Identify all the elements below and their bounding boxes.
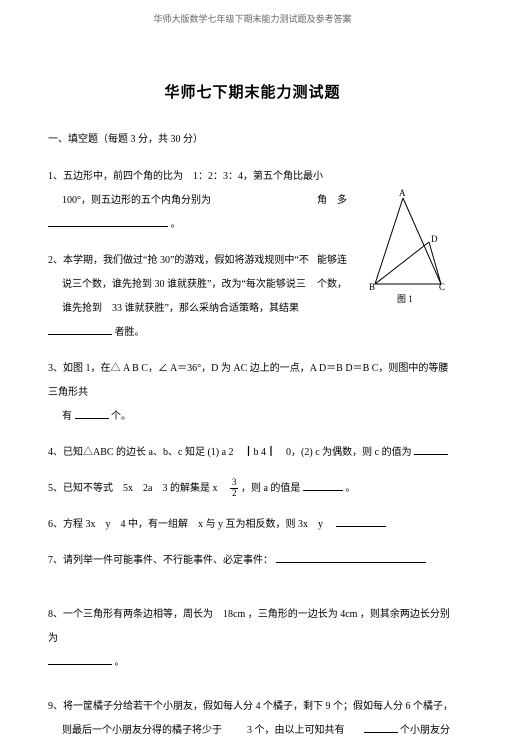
- q5-c: a 的值是: [263, 483, 300, 494]
- q3-line2a: 有: [48, 411, 72, 422]
- q1-line2a: 100°，则五边形的五个内角分别为: [48, 195, 211, 206]
- q9-line2b: 3 个，由以上可知共有: [247, 725, 345, 736]
- label-D: D: [431, 234, 438, 244]
- question-3: 3、如图 1，在△ A B C，∠ A＝36°，D 为 AC 边上的一点，A D…: [48, 357, 457, 429]
- section-heading: 一、填空题（每题 3 分，共 30 分）: [48, 130, 457, 145]
- blank: [414, 444, 448, 455]
- question-8: 8、一个三角形有两条边相等，周长为 18cm ，三角形的一边长为 4cm ，则其…: [48, 603, 457, 675]
- q1-line1a: 1、五边形中，前四个角的比为 1：2：3：4，第五个角比最小: [48, 171, 323, 182]
- q3-line1: 3、如图 1，在△ A B C，∠ A＝36°，D 为 AC 边上的一点，A D…: [48, 363, 448, 398]
- page-title: 华师七下期末能力测试题: [48, 81, 457, 102]
- triangle-svg: [369, 192, 461, 302]
- blank: [364, 722, 398, 733]
- q1-line1b: 角 多: [317, 189, 347, 213]
- q2-line2b: 个数，: [317, 273, 347, 297]
- page-header: 华师大版数学七年级下期末能力测试题及参考答案: [48, 12, 457, 25]
- q2-line4: 者胜。: [115, 327, 145, 338]
- blank: [48, 324, 112, 335]
- blank: [48, 216, 168, 227]
- q2-line2a: 说三个数，谁先抢到 30 谁就获胜”，改为“每次能够说三: [48, 279, 306, 290]
- blank: [336, 516, 386, 527]
- q2-line3: 谁先抢到 33 谁就获胜”，那么采纳合适策略，其结果: [48, 303, 299, 314]
- q8-line1: 8、一个三角形有两条边相等，周长为 18cm ，三角形的一边长为 4cm ，则其…: [48, 609, 450, 644]
- blank: [303, 480, 343, 491]
- q6-text: 6、方程 3x y 4 中，有一组解 x 与 y 互为相反数，则 3x y: [48, 519, 333, 530]
- frac-den: 2: [230, 489, 239, 499]
- label-B: B: [369, 282, 375, 292]
- q2-line1b: 能够连: [317, 249, 347, 273]
- question-9: 9、将一筐橘子分给若干个小朋友，假如每人分 4 个橘子，剩下 9 个；假如每人分…: [48, 695, 457, 743]
- q8-line2: 。: [115, 657, 125, 668]
- blank: [75, 408, 109, 419]
- q5-b: ，则: [241, 483, 261, 494]
- q4-text: 4、已知△ABC 的边长 a、b、c 知足 (1) a 2 ┃b 4┃ 0，(2…: [48, 447, 412, 458]
- q9-line1: 9、将一筐橘子分给若干个小朋友，假如每人分 4 个橘子，剩下 9 个；假如每人分…: [48, 701, 453, 712]
- q7-text: 7、请列举一件可能事件、不行能事件、必定事件：: [48, 555, 273, 566]
- q9-line2a: 则最后一个小朋友分得的橘子将少于: [48, 725, 222, 736]
- question-7: 7、请列举一件可能事件、不行能事件、必定事件：: [48, 549, 457, 573]
- question-4: 4、已知△ABC 的边长 a、b、c 知足 (1) a 2 ┃b 4┃ 0，(2…: [48, 441, 457, 465]
- fraction: 3 2: [230, 478, 239, 499]
- q9-line2c: 个小朋友分: [400, 725, 450, 736]
- label-C: C: [439, 282, 445, 292]
- blank: [48, 654, 112, 665]
- q5-d: 。: [345, 483, 355, 494]
- q5-a: 5、已知不等式 5x 2a 3 的解集是 x: [48, 483, 227, 494]
- question-5: 5、已知不等式 5x 2a 3 的解集是 x 3 2 ，则 a 的值是 。: [48, 477, 457, 501]
- blank: [276, 552, 426, 563]
- figure-1: A B C D 图 1: [369, 192, 461, 312]
- question-6: 6、方程 3x y 4 中，有一组解 x 与 y 互为相反数，则 3x y: [48, 513, 457, 537]
- label-A: A: [399, 188, 406, 198]
- figure-caption: 图 1: [397, 292, 413, 305]
- q3-line2b: 个。: [111, 411, 131, 422]
- q2-line1a: 2、本学期，我们做过“抢 30”的游戏，假如将游戏规则中“不: [48, 255, 309, 266]
- q1-line2b: 。: [171, 219, 181, 230]
